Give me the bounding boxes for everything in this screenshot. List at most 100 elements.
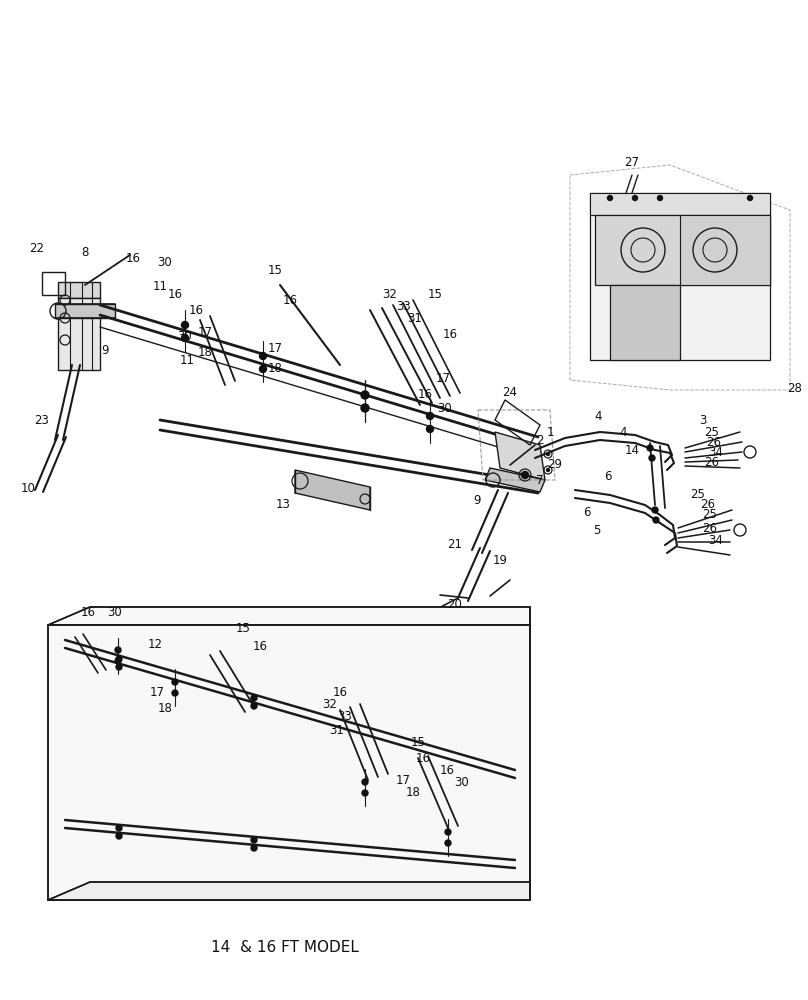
Circle shape (427, 426, 434, 432)
Circle shape (521, 472, 528, 479)
Circle shape (427, 412, 434, 420)
Text: 26: 26 (705, 456, 719, 468)
Text: 15: 15 (410, 736, 426, 748)
Text: 14: 14 (625, 444, 639, 456)
Text: 1: 1 (546, 426, 553, 438)
Circle shape (259, 365, 267, 372)
Text: 18: 18 (406, 786, 420, 798)
Circle shape (116, 833, 122, 839)
Text: 6: 6 (604, 471, 612, 484)
Text: 30: 30 (158, 255, 172, 268)
Text: 4: 4 (619, 426, 627, 438)
Text: 15: 15 (236, 621, 250, 635)
Text: 17: 17 (395, 774, 410, 786)
Text: 18: 18 (158, 702, 172, 714)
Text: 15: 15 (427, 288, 443, 302)
Text: 28: 28 (788, 381, 802, 394)
Text: 11: 11 (179, 354, 195, 366)
Text: 33: 33 (397, 300, 411, 314)
Text: 12: 12 (148, 639, 162, 652)
Text: 23: 23 (35, 414, 49, 426)
Text: 33: 33 (338, 710, 352, 724)
Text: 18: 18 (267, 361, 283, 374)
Text: 30: 30 (438, 401, 452, 414)
Circle shape (116, 656, 122, 662)
Text: 5: 5 (593, 524, 600, 536)
Text: 11: 11 (153, 279, 167, 292)
Text: 32: 32 (382, 288, 398, 302)
Circle shape (649, 455, 655, 461)
Text: 4: 4 (594, 410, 602, 422)
Text: 15: 15 (267, 263, 283, 276)
Text: 20: 20 (448, 598, 462, 611)
Circle shape (251, 845, 257, 851)
Text: 14  & 16 FT MODEL: 14 & 16 FT MODEL (211, 940, 359, 956)
Text: 10: 10 (20, 482, 36, 494)
Text: 16: 16 (443, 328, 457, 342)
Text: 34: 34 (709, 534, 723, 546)
Text: 30: 30 (178, 330, 192, 344)
Circle shape (116, 664, 122, 670)
Polygon shape (590, 193, 770, 360)
Polygon shape (48, 607, 530, 625)
Text: 29: 29 (548, 458, 562, 472)
Text: 17: 17 (267, 342, 283, 355)
Circle shape (251, 695, 257, 701)
Text: 24: 24 (503, 385, 517, 398)
Circle shape (251, 703, 257, 709)
Text: 22: 22 (30, 241, 44, 254)
Text: 7: 7 (537, 474, 544, 487)
Text: 26: 26 (702, 522, 718, 534)
Circle shape (259, 353, 267, 360)
Text: 8: 8 (82, 246, 89, 259)
Circle shape (546, 452, 549, 456)
Text: 30: 30 (107, 606, 122, 619)
Text: 34: 34 (709, 446, 723, 458)
Circle shape (172, 679, 178, 685)
Text: 16: 16 (188, 304, 204, 316)
Circle shape (361, 404, 369, 412)
Text: 16: 16 (125, 251, 141, 264)
Text: 13: 13 (276, 498, 290, 512)
Circle shape (653, 517, 659, 523)
Circle shape (115, 647, 121, 653)
Circle shape (647, 445, 653, 451)
Circle shape (115, 658, 121, 664)
Text: 16: 16 (440, 764, 454, 776)
Polygon shape (48, 625, 530, 900)
Circle shape (658, 196, 663, 200)
Text: 26: 26 (701, 498, 716, 512)
Polygon shape (55, 304, 115, 318)
Circle shape (608, 196, 612, 200)
Polygon shape (295, 470, 370, 510)
Text: 26: 26 (706, 436, 722, 448)
Text: 32: 32 (322, 698, 338, 712)
Text: 17: 17 (197, 326, 213, 338)
Text: 27: 27 (625, 155, 639, 168)
Text: 30: 30 (455, 776, 469, 790)
Polygon shape (48, 882, 530, 900)
Polygon shape (495, 432, 545, 480)
Text: 16: 16 (415, 752, 431, 764)
Text: 25: 25 (691, 488, 705, 502)
Text: 9: 9 (101, 344, 109, 357)
Polygon shape (595, 215, 770, 285)
Text: 17: 17 (149, 686, 165, 700)
Polygon shape (610, 285, 680, 360)
Text: 16: 16 (418, 388, 432, 401)
Circle shape (546, 468, 549, 472)
Text: 31: 31 (330, 724, 344, 736)
Polygon shape (680, 215, 770, 285)
Text: 16: 16 (81, 606, 95, 619)
Circle shape (182, 322, 188, 328)
Polygon shape (58, 282, 100, 298)
Text: 2: 2 (537, 434, 544, 446)
Circle shape (116, 825, 122, 831)
Circle shape (652, 507, 658, 513)
Circle shape (747, 196, 752, 200)
Circle shape (362, 790, 368, 796)
Circle shape (361, 391, 369, 399)
Text: 17: 17 (436, 371, 451, 384)
Text: 16: 16 (252, 640, 267, 652)
Polygon shape (590, 193, 770, 215)
